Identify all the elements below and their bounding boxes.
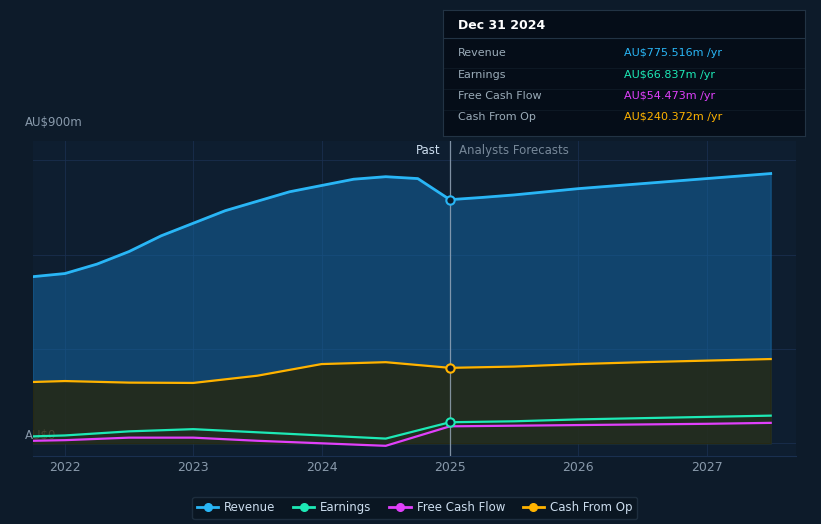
Text: AU$54.473m /yr: AU$54.473m /yr [624, 91, 715, 101]
Text: AU$775.516m /yr: AU$775.516m /yr [624, 48, 722, 58]
Text: AU$900m: AU$900m [25, 116, 83, 129]
Text: Earnings: Earnings [458, 70, 507, 80]
Legend: Revenue, Earnings, Free Cash Flow, Cash From Op: Revenue, Earnings, Free Cash Flow, Cash … [192, 497, 637, 519]
Text: Revenue: Revenue [458, 48, 507, 58]
Text: Free Cash Flow: Free Cash Flow [458, 91, 541, 101]
Text: AU$66.837m /yr: AU$66.837m /yr [624, 70, 715, 80]
Text: Cash From Op: Cash From Op [458, 112, 535, 122]
Text: Analysts Forecasts: Analysts Forecasts [459, 144, 569, 157]
Text: AU$240.372m /yr: AU$240.372m /yr [624, 112, 722, 122]
Text: Dec 31 2024: Dec 31 2024 [458, 19, 545, 32]
Text: AU$0: AU$0 [25, 429, 57, 442]
Text: Past: Past [416, 144, 441, 157]
